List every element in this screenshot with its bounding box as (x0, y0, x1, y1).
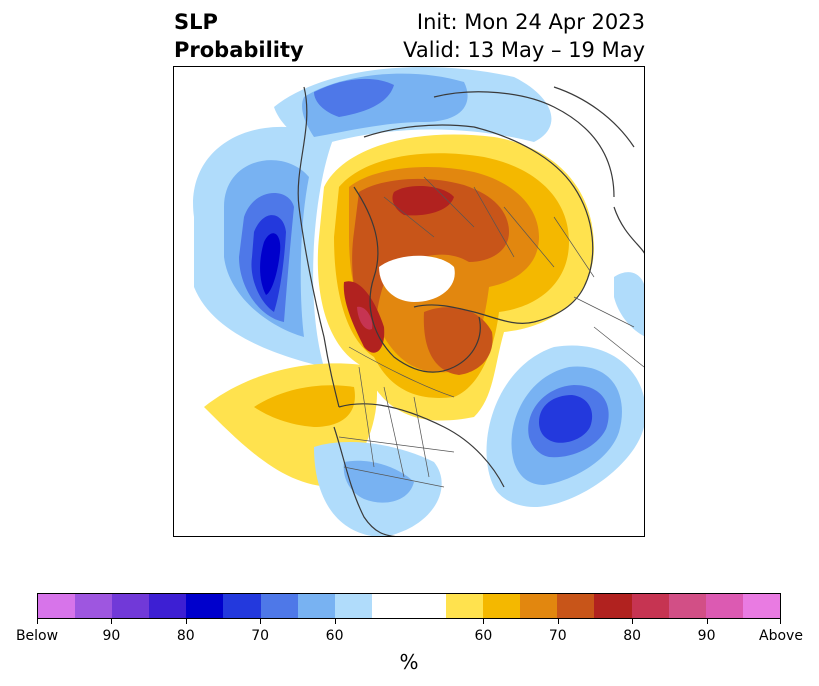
init-date: Init: Mon 24 Apr 2023 (416, 10, 645, 34)
colorbar (37, 593, 781, 619)
title-variable: SLP (174, 10, 218, 34)
valid-range: Valid: 13 May – 19 May (403, 38, 645, 62)
colorbar-segment (371, 594, 409, 618)
below-southern-us-region (314, 442, 442, 536)
colorbar-segment (75, 594, 113, 618)
colorbar-segment (408, 594, 447, 618)
colorbar-segment (446, 594, 484, 618)
title-right: Init: Mon 24 Apr 2023 Valid: 13 May – 19… (403, 8, 645, 64)
colorbar-tick-label: 60 (474, 628, 493, 644)
colorbar-segment (38, 594, 76, 618)
colorbar-segment (594, 594, 632, 618)
colorbar-tick-label: Above (759, 628, 803, 644)
colorbar-segment (557, 594, 595, 618)
colorbar-tick-label: 70 (548, 628, 567, 644)
colorbar-segment (223, 594, 261, 618)
colorbar-tick-label: Below (15, 628, 59, 644)
colorbar-tick-label: 90 (697, 628, 716, 644)
colorbar-tick (780, 619, 781, 624)
colorbar-segment (520, 594, 558, 618)
map-canvas (193, 67, 644, 536)
colorbar-segment (334, 594, 372, 618)
below-northern-asia-region (274, 67, 552, 147)
colorbar-unit: % (399, 650, 419, 674)
colorbar-tick (632, 619, 634, 624)
colorbar-tick (557, 619, 559, 624)
colorbar-tick-label: 80 (176, 628, 195, 644)
coastlines (297, 86, 644, 536)
colorbar-tick-label: 80 (623, 628, 642, 644)
colorbar-segment (742, 594, 780, 618)
colorbar-tick (334, 619, 336, 624)
title-left: SLP Probability (174, 8, 304, 64)
colorbar-segment (297, 594, 335, 618)
colorbar-segment (149, 594, 187, 618)
colorbar-tick (37, 619, 38, 624)
colorbar-segment (186, 594, 224, 618)
colorbar-tick (185, 619, 187, 624)
colorbar-tick (260, 619, 262, 624)
below-europe-edge-region (614, 272, 644, 336)
colorbar-tick (706, 619, 708, 624)
colorbar-tick-label: 60 (325, 628, 344, 644)
colorbar-tick (483, 619, 485, 624)
below-north-pacific-region (193, 126, 334, 367)
country-borders (338, 176, 644, 488)
below-north-atlantic-region (486, 345, 644, 507)
colorbar-tick-label: 70 (251, 628, 270, 644)
colorbar-segment (668, 594, 706, 618)
colorbar-segment (260, 594, 298, 618)
colorbar-segment (705, 594, 743, 618)
colorbar-segment (631, 594, 669, 618)
colorbar-tick-label: 90 (102, 628, 121, 644)
colorbar-tick (111, 619, 113, 624)
colorbar-segment (112, 594, 150, 618)
colorbar-segment (483, 594, 521, 618)
colorbar-ticks (37, 619, 781, 629)
title-metric: Probability (174, 38, 304, 62)
probability-map (173, 66, 645, 537)
